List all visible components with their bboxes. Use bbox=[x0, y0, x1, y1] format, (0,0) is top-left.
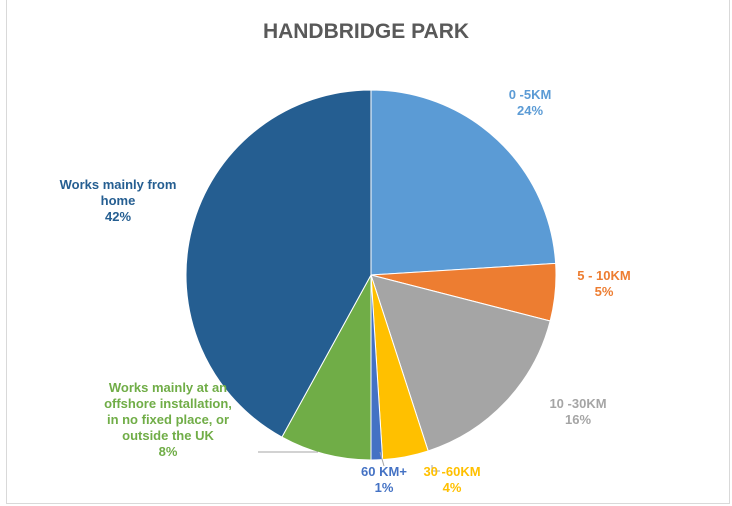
pie-slice-0 bbox=[370, 89, 557, 276]
slice-label-line: outside the UK bbox=[122, 428, 214, 443]
chart-frame bbox=[6, 0, 730, 504]
slice-label-line: home bbox=[101, 193, 136, 208]
slice-label-line: 60 KM+ bbox=[361, 464, 407, 479]
pie-slice-6 bbox=[185, 89, 372, 438]
slice-percent: 24% bbox=[517, 103, 543, 118]
slice-label-0: 0 -5KM 24% bbox=[509, 87, 552, 118]
slice-label-6: Works mainly from home 42% bbox=[60, 177, 177, 224]
slice-label-line: 0 -5KM bbox=[509, 87, 552, 102]
slice-label-3: 30 -60KM 4% bbox=[423, 464, 480, 495]
pie-slice-2 bbox=[370, 274, 551, 452]
slice-percent: 8% bbox=[159, 444, 178, 459]
slice-label-line: 5 - 10KM bbox=[577, 268, 630, 283]
leader-line-3 bbox=[431, 465, 440, 472]
slice-label-line: Works mainly from bbox=[60, 177, 177, 192]
slice-percent: 16% bbox=[565, 412, 591, 427]
slice-percent: 42% bbox=[105, 209, 131, 224]
slice-label-4: 60 KM+ 1% bbox=[361, 464, 407, 495]
slice-percent: 5% bbox=[595, 284, 614, 299]
slice-percent: 1% bbox=[375, 480, 394, 495]
slice-label-line: offshore installation, bbox=[104, 396, 232, 411]
slice-label-5: Works mainly at an offshore installation,… bbox=[104, 380, 232, 459]
leader-line-4 bbox=[379, 451, 385, 467]
chart-title: HANDBRIDGE PARK bbox=[263, 20, 469, 43]
slice-label-line: in no fixed place, or bbox=[107, 412, 229, 427]
slice-label-1: 5 - 10KM 5% bbox=[577, 268, 630, 299]
slice-label-line: 30 -60KM bbox=[423, 464, 480, 479]
pie-slice-5 bbox=[281, 274, 372, 461]
slice-label-line: 10 -30KM bbox=[549, 396, 606, 411]
slice-label-2: 10 -30KM 16% bbox=[549, 396, 606, 427]
slice-percent: 4% bbox=[443, 480, 462, 495]
slice-label-line: Works mainly at an bbox=[109, 380, 227, 395]
